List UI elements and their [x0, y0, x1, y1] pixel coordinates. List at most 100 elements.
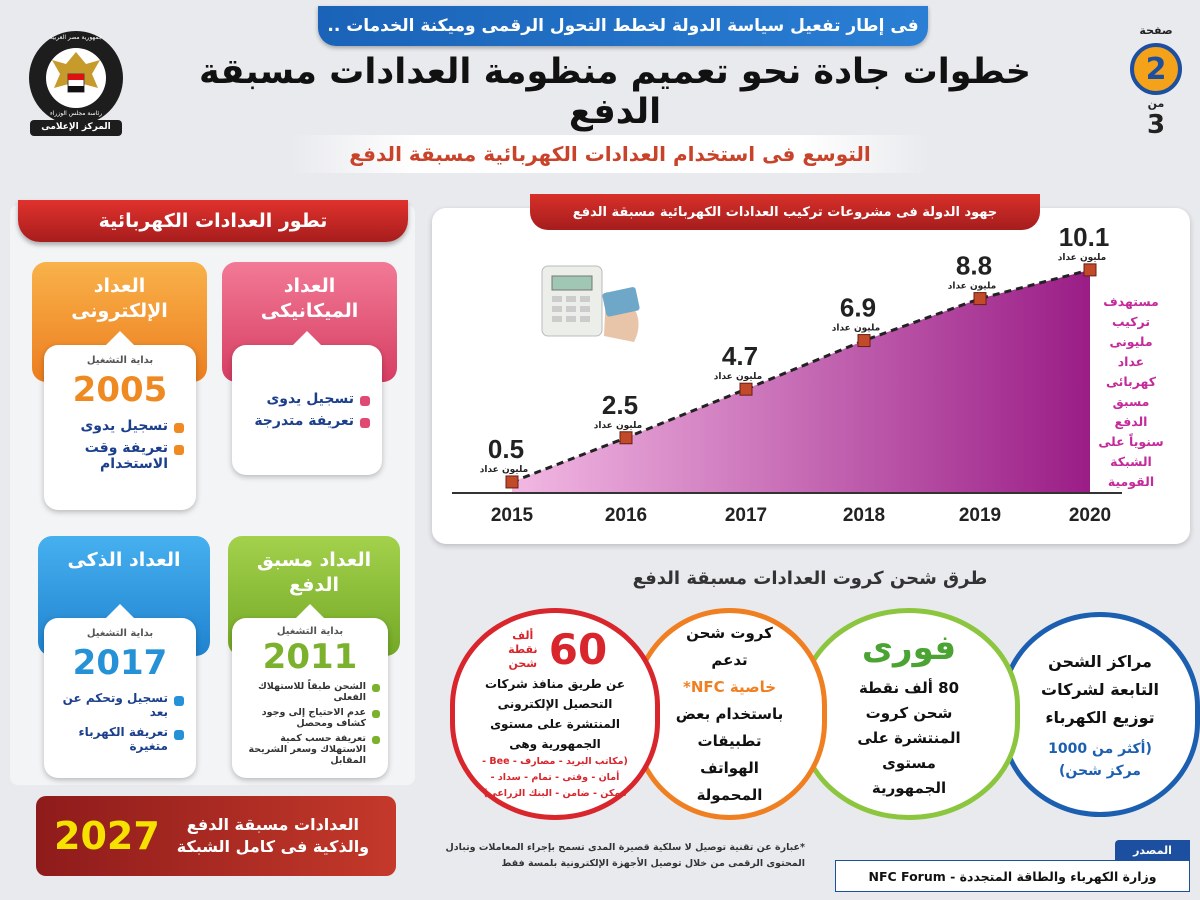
charging-centers: مراكز الشحن التابعة لشركات توزيع الكهربا…: [1000, 612, 1200, 817]
list-item: تعريفة وقت الاستخدام: [56, 440, 184, 472]
electronic-meter-card: بداية التشغيل 2005 تسجيل يدوى تعريفة وقت…: [44, 331, 196, 510]
centers-text: مراكز الشحن التابعة لشركات توزيع الكهربا…: [1041, 651, 1159, 727]
data-point: [739, 382, 753, 396]
nfc-highlight: خاصية NFC*: [682, 677, 777, 696]
page-of-label: من: [1147, 97, 1165, 110]
x-tick-label: 2017: [725, 505, 767, 526]
prepaid-meter-card: بداية التشغيل 2011 الشحن طبقاً للاستهلاك…: [232, 604, 388, 778]
data-unit-label: مليون عداد: [480, 465, 528, 475]
bullet-icon: [372, 710, 380, 718]
start-year: 2011: [262, 637, 358, 677]
bullet-icon: [174, 696, 184, 706]
x-tick-label: 2018: [843, 505, 885, 526]
start-label: بداية التشغيل: [86, 355, 154, 366]
smart-meter-title: العداد الذكى: [67, 549, 181, 571]
x-tick-label: 2019: [959, 505, 1001, 526]
logo-ring-text-bottom: رئاسة مجلس الوزراء: [49, 110, 103, 117]
data-point: [1083, 263, 1097, 277]
page-title: خطوات جادة نحو تعميم منظومة العدادات مسب…: [198, 52, 1032, 132]
outlets-number: 60: [548, 625, 608, 674]
data-unit-label: مليون عداد: [832, 324, 880, 334]
bullet-icon: [360, 418, 370, 428]
fawry-text: 80 ألف نقطة شحن كروت المنتشرة على مستوى …: [857, 678, 961, 797]
feature-text: تسجيل يدوى: [266, 391, 354, 407]
list-item: عدم الاحتياج إلى وجود كشاف ومحصل: [240, 707, 380, 729]
bullet-icon: [360, 396, 370, 406]
target-2027-banner: 2027 العدادات مسبقة الدفع والذكية فى كام…: [36, 796, 396, 876]
data-point: [973, 292, 987, 306]
data-point: [505, 475, 519, 489]
feature-text: تعريفة حسب كمية الاستهلاك وسعر الشريحة ا…: [248, 733, 366, 766]
list-item: تعريفة متدرجة: [244, 413, 370, 429]
feature-text: الشحن طبقاً للاستهلاك الفعلى: [258, 681, 366, 703]
data-label: 0.5: [488, 434, 524, 464]
feature-text: تعريفة الكهرباء متغيرة: [78, 725, 168, 753]
chart-title: جهود الدولة فى مشروعات تركيب العدادات ال…: [530, 194, 1040, 230]
list-item: تسجيل يدوى: [244, 391, 370, 407]
data-label: 2.5: [602, 390, 638, 420]
data-label: 6.9: [840, 293, 876, 323]
feature-text: تسجيل وتحكم عن بعد: [62, 691, 168, 719]
bullet-icon: [174, 730, 184, 740]
mechanical-meter-card: تسجيل يدوى تعريفة متدرجة: [232, 331, 382, 475]
outlets-list: (مكاتب البريد - مصارف - Bee - أمان - وقت…: [482, 756, 628, 799]
x-tick-label: 2020: [1069, 505, 1111, 526]
nfc-line2: باستخدام بعض تطبيقات الهواتف المحمولة: [675, 704, 784, 804]
list-item: تعريفة حسب كمية الاستهلاك وسعر الشريحة ا…: [240, 733, 380, 766]
bullet-icon: [174, 423, 184, 433]
bullet-icon: [372, 684, 380, 692]
bullet-icon: [372, 736, 380, 744]
centers-note: (أكثر من 1000 مركز شحن): [1048, 740, 1152, 779]
x-tick-label: 2016: [605, 505, 647, 526]
outlets-text: عن طريق منافذ شركات التحصيل الإلكترونى ا…: [484, 677, 626, 751]
start-label: بداية التشغيل: [86, 628, 154, 639]
list-item: الشحن طبقاً للاستهلاك الفعلى: [240, 681, 380, 703]
page-label: صفحة: [1139, 24, 1173, 37]
target-year: 2027: [54, 814, 160, 858]
outlets-unit: ألف نقطة شحن: [508, 629, 538, 670]
source-label: المصدر: [1115, 840, 1190, 860]
nfc-footnote: *عبارة عن تقنية توصيل لا سلكية قصيرة الم…: [445, 842, 805, 869]
data-unit-label: مليون عداد: [594, 421, 642, 431]
data-unit-label: مليون عداد: [714, 372, 762, 382]
source-text: وزارة الكهرباء والطاقة المتجددة - NFC Fo…: [835, 860, 1190, 892]
feature-text: تسجيل يدوى: [80, 418, 168, 434]
page-indicator: صفحة 2 من 3: [1122, 0, 1190, 170]
start-label: بداية التشغيل: [276, 626, 344, 637]
target-text: العدادات مسبقة الدفع والذكية فى كامل الش…: [176, 815, 370, 856]
nfc-line1: كروت شحن تدعم: [686, 623, 773, 669]
logo-ring-text: جمهورية مصر العربية: [49, 34, 103, 41]
charging-outlets: 60 ألف نقطة شحن عن طريق منافذ شركات التح…: [450, 608, 660, 820]
list-item: تعريفة الكهرباء متغيرة: [56, 725, 184, 753]
smart-meter-card: بداية التشغيل 2017 تسجيل وتحكم عن بعد تع…: [44, 604, 196, 778]
data-label: 4.7: [722, 341, 758, 371]
cabinet-logo: المركز الإعلامى جمهورية مصر العربية رئاس…: [26, 28, 126, 138]
page-total: 3: [1146, 110, 1166, 140]
electronic-meter-title: العداد الإلكترونى: [71, 275, 168, 322]
prepaid-meter-image: [530, 262, 650, 352]
page-number: 2: [1130, 43, 1182, 95]
feature-text: عدم الاحتياج إلى وجود كشاف ومحصل: [261, 707, 366, 729]
bullet-icon: [174, 445, 184, 455]
series-line: [511, 268, 1091, 484]
list-item: تسجيل وتحكم عن بعد: [56, 691, 184, 719]
data-label: 8.8: [956, 251, 992, 281]
top-banner: فى إطار تفعيل سياسة الدولة لخطط التحول ا…: [318, 6, 928, 46]
logo-caption: المركز الإعلامى: [41, 122, 111, 132]
data-label: 10.1: [1059, 222, 1110, 252]
fawry-logo: فورى: [861, 627, 957, 668]
charging-methods-title: طرق شحن كروت العدادات مسبقة الدفع: [632, 568, 988, 589]
feature-text: تعريفة متدرجة: [254, 413, 354, 429]
mechanical-meter-title: العداد الميكانيكى: [260, 275, 359, 322]
start-year: 2005: [72, 370, 168, 410]
charging-fawry: فورى 80 ألف نقطة شحن كروت المنتشرة على م…: [798, 608, 1020, 820]
target-note: مستهدف تركيب مليونى عداد كهربائى مسبق ال…: [1098, 294, 1164, 489]
data-point: [857, 334, 871, 348]
charging-nfc: كروت شحن تدعم خاصية NFC* باستخدام بعض تط…: [632, 608, 827, 820]
data-unit-label: مليون عداد: [1058, 253, 1106, 263]
area-fill: [512, 269, 1090, 493]
prepaid-meter-title: العداد مسبق الدفع: [256, 549, 372, 596]
x-tick-label: 2015: [491, 505, 534, 526]
data-point: [619, 431, 633, 445]
